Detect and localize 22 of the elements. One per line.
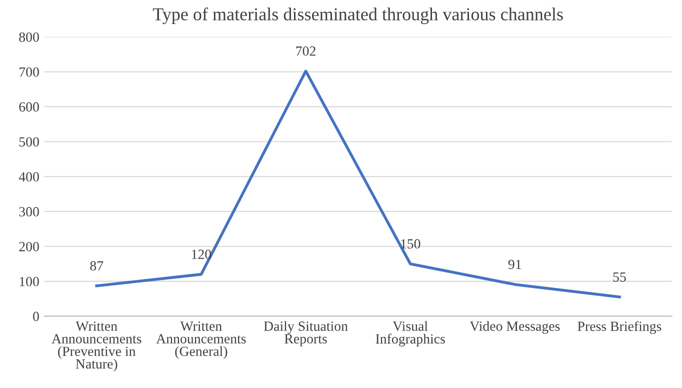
x-tick-label: Written Announcements (Preventive in Nature) — [52, 322, 142, 372]
x-tick-label: Daily Situation Reports — [264, 321, 348, 346]
data-label: 55 — [613, 272, 626, 282]
chart-title: Type of materials disseminated through various channels — [152, 7, 563, 24]
y-tick-label: 200 — [19, 242, 39, 252]
y-tick-label: 500 — [19, 137, 39, 147]
y-tick-label: 0 — [33, 312, 39, 322]
x-tick-label: Press Briefings — [578, 321, 662, 334]
data-label: 120 — [192, 250, 212, 259]
y-tick-label: 600 — [19, 102, 39, 112]
y-tick-label: 300 — [19, 207, 39, 216]
data-label: 150 — [401, 239, 420, 249]
data-label: 702 — [296, 46, 316, 56]
x-tick-label: Video Messages — [470, 321, 560, 334]
y-tick-label: 800 — [19, 32, 39, 42]
y-tick-label: 700 — [20, 67, 39, 77]
data-label: 91 — [508, 260, 522, 270]
y-tick-label: 100 — [20, 276, 39, 286]
x-tick-label: Written Announcements (General) — [156, 322, 246, 359]
data-label: 87 — [90, 261, 104, 271]
x-tick-label: Visual Infographics — [376, 321, 445, 346]
y-tick-label: 400 — [18, 172, 39, 182]
